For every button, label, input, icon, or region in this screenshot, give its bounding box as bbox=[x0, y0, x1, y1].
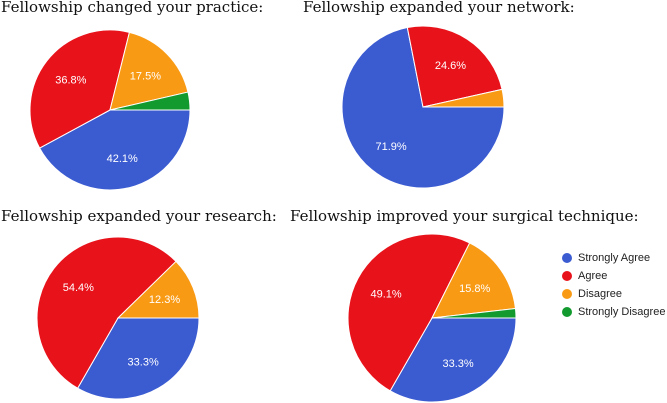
pie-slice-research-agree bbox=[36, 236, 177, 389]
pie-label-research-strongly-agree: 33.3% bbox=[128, 356, 159, 368]
pie-label-surgical-agree: 49.1% bbox=[371, 288, 402, 300]
chart-title-practice: Fellowship changed your practice: bbox=[1, 0, 264, 16]
legend-swatch-disagree bbox=[562, 289, 572, 299]
legend-swatch-strongly-disagree bbox=[562, 307, 572, 317]
legend-label: Strongly Agree bbox=[578, 252, 651, 264]
legend-item-agree: Agree bbox=[562, 267, 665, 285]
pie-slice-practice-disagree bbox=[109, 31, 189, 111]
pie-slice-research-strongly-agree bbox=[76, 317, 200, 400]
pie-label-network-agree: 24.6% bbox=[435, 60, 466, 72]
legend-item-strongly-disagree: Strongly Disagree bbox=[562, 303, 665, 321]
chart-title-surgical: Fellowship improved your surgical techni… bbox=[290, 207, 639, 225]
pie-label-practice-agree: 36.8% bbox=[55, 75, 86, 87]
pie-slice-practice-strongly-agree bbox=[38, 109, 191, 191]
pie-label-research-disagree: 12.3% bbox=[149, 294, 180, 306]
legend-item-strongly-agree: Strongly Agree bbox=[562, 249, 665, 267]
pie-slice-network-disagree bbox=[422, 88, 505, 108]
pie-label-surgical-strongly-agree: 33.3% bbox=[442, 358, 473, 370]
chart-title-research: Fellowship expanded your research: bbox=[1, 207, 277, 225]
pie-slice-network-agree bbox=[406, 25, 503, 108]
pie-slice-surgical-strongly-disagree bbox=[431, 307, 517, 319]
pie-label-practice-disagree: 17.5% bbox=[130, 70, 161, 82]
legend-label: Agree bbox=[578, 270, 608, 282]
pie-label-network-strongly-agree: 71.9% bbox=[376, 141, 407, 153]
legend: Strongly Agree Agree Disagree Strongly D… bbox=[562, 249, 665, 321]
pie-slice-practice-strongly-disagree bbox=[109, 91, 191, 111]
pie-label-surgical-disagree: 15.8% bbox=[459, 283, 490, 295]
pie-slice-surgical-strongly-agree bbox=[389, 317, 517, 403]
legend-swatch-agree bbox=[562, 271, 572, 281]
pie-slice-network-strongly-agree bbox=[341, 26, 505, 189]
pie-label-practice-strongly-agree: 42.1% bbox=[107, 153, 138, 165]
pie-label-research-agree: 54.4% bbox=[63, 282, 94, 294]
pie-slice-research-disagree bbox=[116, 260, 200, 319]
pie-slice-surgical-agree bbox=[347, 233, 471, 392]
legend-item-disagree: Disagree bbox=[562, 285, 665, 303]
legend-label: Strongly Disagree bbox=[578, 306, 666, 318]
chart-title-network: Fellowship expanded your network: bbox=[303, 0, 575, 16]
pie-slice-practice-agree bbox=[29, 29, 131, 149]
legend-label: Disagree bbox=[578, 288, 623, 300]
pie-slice-surgical-disagree bbox=[431, 242, 517, 319]
legend-swatch-strongly-agree bbox=[562, 253, 572, 263]
